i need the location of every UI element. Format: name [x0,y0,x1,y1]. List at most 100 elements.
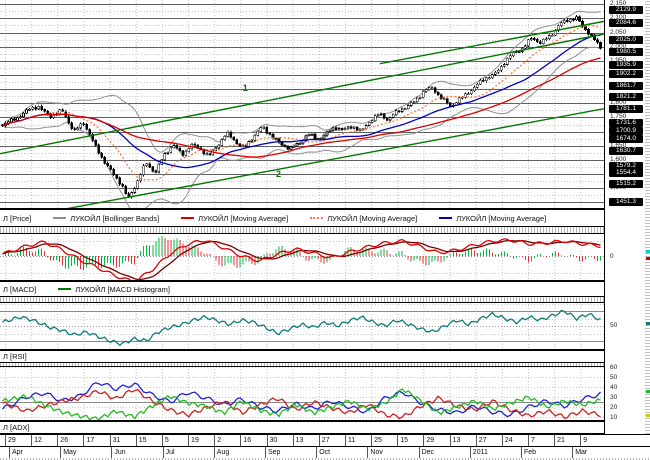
candle-body [370,120,374,123]
price-tick-label: 2,050 [610,28,627,36]
candle-body [217,144,221,149]
candle-body [503,64,506,67]
window-edge-gutter[interactable] [645,0,650,434]
current-value-marker [646,257,650,260]
macd-legend-label: ЛУКОЙЛ [MACD Histogram] [75,284,170,294]
candle-body [400,108,404,112]
date-tick-label: 11 [347,437,356,444]
price-legend-item: ЛУКОЙЛ [Moving Average] [310,214,417,223]
candle-body [436,92,440,95]
candle-body [133,188,137,193]
candle-body [584,26,587,30]
channel-label-1: 1 [243,83,248,93]
adx-legend-item: Л [ADX] [3,423,30,432]
candle-body [31,106,34,110]
candle-body [169,147,173,153]
candle-body [223,135,227,140]
candle-body [274,138,278,140]
candle-body [418,96,422,99]
panel-splitter[interactable] [0,227,650,233]
candle-body [367,122,371,126]
candle-body [91,134,94,141]
adx-chart[interactable] [0,366,604,421]
price-value-badge: 1980.5 [609,48,643,57]
candle-body [151,166,155,172]
month-label: Jun [114,449,126,456]
date-tick-label: 9 [583,437,588,444]
date-tick-label: 2 [217,437,222,444]
axis-tick [316,447,318,458]
rsi-legend-item: Л [RSI] [3,352,27,361]
candle-body [494,72,497,75]
price-tick-label: 1,650 [610,141,627,149]
candle-body [322,134,326,139]
axis-tick [9,447,10,458]
ma-fast-line [2,24,601,181]
price-legend-label: Л [Price] [3,213,32,223]
adx-tick-label: 50 [610,374,618,381]
current-value-marker [646,414,650,417]
panel-splitter[interactable] [0,363,650,366]
candle-body [70,122,73,129]
adx-tick-label: 10 [610,414,618,421]
candle-body [145,163,149,166]
month-label: Feb [524,449,537,456]
candle-body [382,113,386,119]
rsi-chart[interactable] [0,302,604,350]
date-tick-label: 26 [60,437,69,444]
candle-body [349,126,353,129]
bollinger-upper-line [2,10,601,153]
candle-body [472,86,476,91]
axis-tick [572,447,574,458]
axis-tick [111,447,113,458]
candle-body [289,146,293,150]
price-chart[interactable]: 12 [0,0,604,209]
candle-body [463,93,467,98]
candle-body [82,123,85,125]
candle-body [572,19,575,21]
candle-body [277,138,281,143]
macd-legend: Л [MACD] ЛУКОЙЛ [MACD Histogram] [0,281,604,297]
axis-tick [397,435,399,446]
candle-body [379,113,383,116]
axis-tick [214,435,216,446]
candle-body [542,39,545,44]
price-value-badge: 1630.7 [609,147,643,156]
price-legend: Л [Price] ЛУКОЙЛ [Bollinger Bands] ЛУКОЙЛ … [0,209,604,227]
axis-tick [449,435,451,446]
date-tick-label: 13 [295,437,304,444]
candle-body [166,152,170,154]
axis-tick [475,435,477,446]
macd-chart[interactable] [0,233,604,281]
price-value-badge: 1579.2 [609,161,643,170]
month-row: Apr May Jun Jul Aug Sep Oct Nov Dec 2011 Feb Mar [0,446,650,458]
panel-splitter[interactable] [0,297,650,302]
price-legend-item: ЛУКОЙЛ [Moving Average] [181,214,288,223]
price-tick-label: 1,600 [610,155,627,163]
axis-tick [423,435,425,446]
candle-body [13,118,16,121]
candle-body [469,90,473,95]
price-legend-item: ЛУКОЙЛ [Bollinger Bands] [53,214,159,223]
adx-legend: Л [ADX] [0,421,604,434]
window-bottom-edge [0,458,650,460]
axis-tick [57,435,59,446]
price-value-badge: 1781.1 [609,104,643,113]
candle-body [49,113,52,119]
candle-body [427,87,431,90]
candle-body [590,33,593,36]
candle-body [103,156,106,164]
macd-legend-item: Л [MACD] [3,285,36,294]
date-tick-label: 13 [452,437,461,444]
month-label: 2011 [472,449,488,456]
candle-body [536,38,539,43]
candle-body [244,145,248,147]
candle-body [569,19,572,22]
candle-body [298,142,302,145]
adx-tick-label: 30 [610,394,618,401]
price-legend-label: ЛУКОЙЛ [Bollinger Bands] [70,213,160,223]
candle-body [184,150,188,156]
candle-body [448,102,452,107]
candle-body [76,127,79,130]
date-axis: 29 12 26 17 31 15 5 19 2 16 30 13 27 11 25 15 29 13 27 24 7 2… [0,434,650,458]
